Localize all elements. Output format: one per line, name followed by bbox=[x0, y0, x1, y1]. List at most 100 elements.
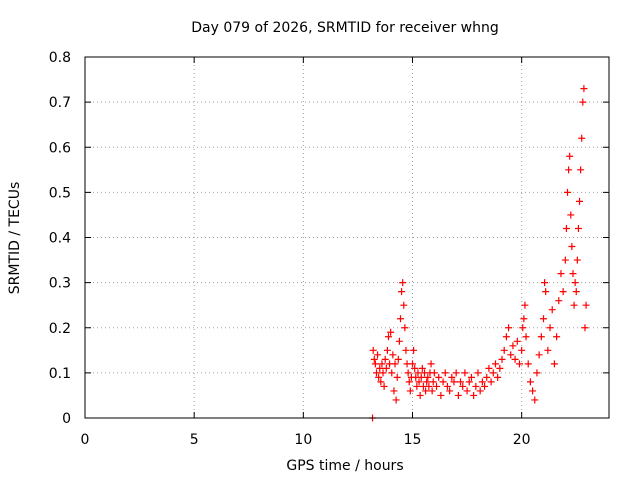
data-point bbox=[555, 297, 563, 305]
data-point bbox=[459, 382, 467, 390]
x-tick-label: 20 bbox=[513, 432, 531, 448]
data-point bbox=[496, 364, 504, 372]
data-point bbox=[491, 360, 499, 368]
data-point bbox=[505, 324, 513, 332]
data-point bbox=[577, 166, 585, 174]
data-point bbox=[489, 369, 497, 377]
y-tick-label: 0.5 bbox=[49, 185, 71, 201]
data-point bbox=[567, 211, 575, 219]
data-point bbox=[483, 373, 491, 381]
data-point bbox=[544, 346, 552, 354]
data-point bbox=[533, 369, 541, 377]
y-tick-label: 0.4 bbox=[49, 231, 71, 247]
data-point bbox=[550, 360, 558, 368]
data-point bbox=[374, 351, 382, 359]
data-point bbox=[529, 387, 537, 395]
y-tick-label: 0.2 bbox=[49, 321, 71, 337]
data-point bbox=[391, 360, 399, 368]
data-point bbox=[376, 364, 384, 372]
data-point bbox=[389, 351, 397, 359]
data-point bbox=[470, 391, 478, 399]
data-point bbox=[474, 369, 482, 377]
data-point bbox=[410, 346, 418, 354]
data-point bbox=[430, 369, 438, 377]
y-tick-label: 0.1 bbox=[49, 366, 71, 382]
data-point bbox=[546, 324, 554, 332]
data-point bbox=[559, 288, 567, 296]
data-point bbox=[485, 364, 493, 372]
data-point bbox=[541, 279, 549, 287]
x-tick-label: 0 bbox=[81, 432, 90, 448]
data-point bbox=[396, 315, 404, 323]
data-point bbox=[521, 301, 529, 309]
data-point bbox=[498, 355, 506, 363]
data-point bbox=[515, 360, 523, 368]
data-point bbox=[572, 288, 580, 296]
data-point bbox=[375, 373, 383, 381]
data-point bbox=[566, 152, 574, 160]
data-point bbox=[548, 306, 556, 314]
data-point bbox=[581, 324, 589, 332]
data-point bbox=[476, 387, 484, 395]
data-point bbox=[457, 378, 465, 386]
y-tick-label: 0.3 bbox=[49, 276, 71, 292]
data-point bbox=[409, 360, 416, 368]
data-point bbox=[522, 333, 530, 341]
data-point bbox=[580, 85, 588, 93]
data-point bbox=[422, 387, 430, 395]
data-point bbox=[423, 378, 431, 386]
data-point bbox=[428, 387, 436, 395]
data-point bbox=[425, 382, 433, 390]
data-point bbox=[416, 391, 424, 399]
data-point bbox=[448, 373, 456, 381]
data-point bbox=[400, 301, 408, 309]
data-point bbox=[509, 342, 517, 350]
data-point bbox=[465, 378, 473, 386]
data-point bbox=[561, 256, 569, 264]
data-point bbox=[424, 373, 432, 381]
data-point bbox=[452, 369, 460, 377]
data-point bbox=[507, 351, 515, 359]
data-point bbox=[417, 373, 425, 381]
data-point bbox=[405, 378, 413, 386]
axis-ticks: 0 0.1 0.2 0.3 0.4 0.5 0.6 0.7 0.8 0 5 10 15 20 bbox=[49, 50, 609, 448]
x-tick-label: 5 bbox=[190, 432, 199, 448]
data-point bbox=[531, 396, 539, 404]
y-tick-label: 0.7 bbox=[49, 95, 71, 111]
data-point bbox=[553, 333, 561, 341]
data-point bbox=[369, 346, 377, 354]
data-point bbox=[502, 333, 510, 341]
data-point bbox=[404, 369, 412, 377]
data-point bbox=[494, 373, 502, 381]
data-point bbox=[381, 355, 389, 363]
data-point bbox=[382, 364, 390, 372]
data-point bbox=[371, 360, 379, 368]
data-point bbox=[388, 369, 396, 377]
data-point bbox=[511, 355, 519, 363]
y-tick-label: 0 bbox=[62, 411, 71, 427]
data-point bbox=[526, 378, 534, 386]
data-point bbox=[576, 197, 584, 205]
data-point bbox=[565, 166, 573, 174]
data-point bbox=[571, 279, 579, 287]
data-point bbox=[557, 270, 565, 278]
data-point bbox=[427, 360, 435, 368]
data-point bbox=[542, 288, 550, 296]
data-point bbox=[487, 378, 495, 386]
data-point bbox=[568, 243, 576, 251]
data-point bbox=[402, 346, 410, 354]
data-point bbox=[435, 373, 443, 381]
data-point bbox=[481, 382, 489, 390]
data-point bbox=[441, 369, 449, 377]
data-point bbox=[443, 382, 451, 390]
data-point bbox=[414, 369, 422, 377]
data-point bbox=[433, 382, 441, 390]
data-point bbox=[398, 288, 406, 296]
data-point bbox=[383, 346, 391, 354]
data-point bbox=[467, 373, 475, 381]
data-point bbox=[372, 369, 380, 377]
data-point bbox=[415, 378, 423, 386]
data-point bbox=[520, 315, 528, 323]
data-point bbox=[461, 369, 469, 377]
